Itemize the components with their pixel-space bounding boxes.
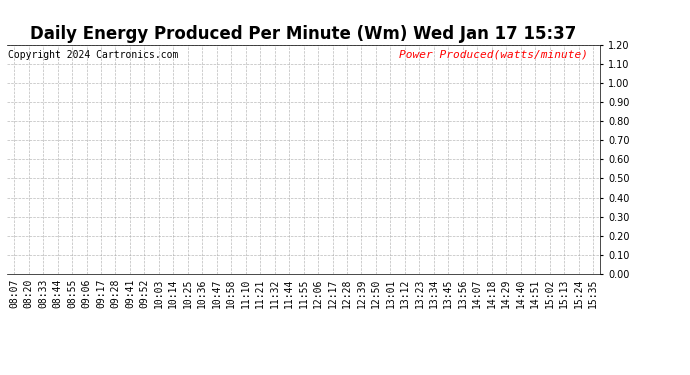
Text: Copyright 2024 Cartronics.com: Copyright 2024 Cartronics.com [8, 50, 179, 60]
Title: Daily Energy Produced Per Minute (Wm) Wed Jan 17 15:37: Daily Energy Produced Per Minute (Wm) We… [30, 26, 577, 44]
Text: Power Produced(watts/minute): Power Produced(watts/minute) [400, 50, 589, 60]
